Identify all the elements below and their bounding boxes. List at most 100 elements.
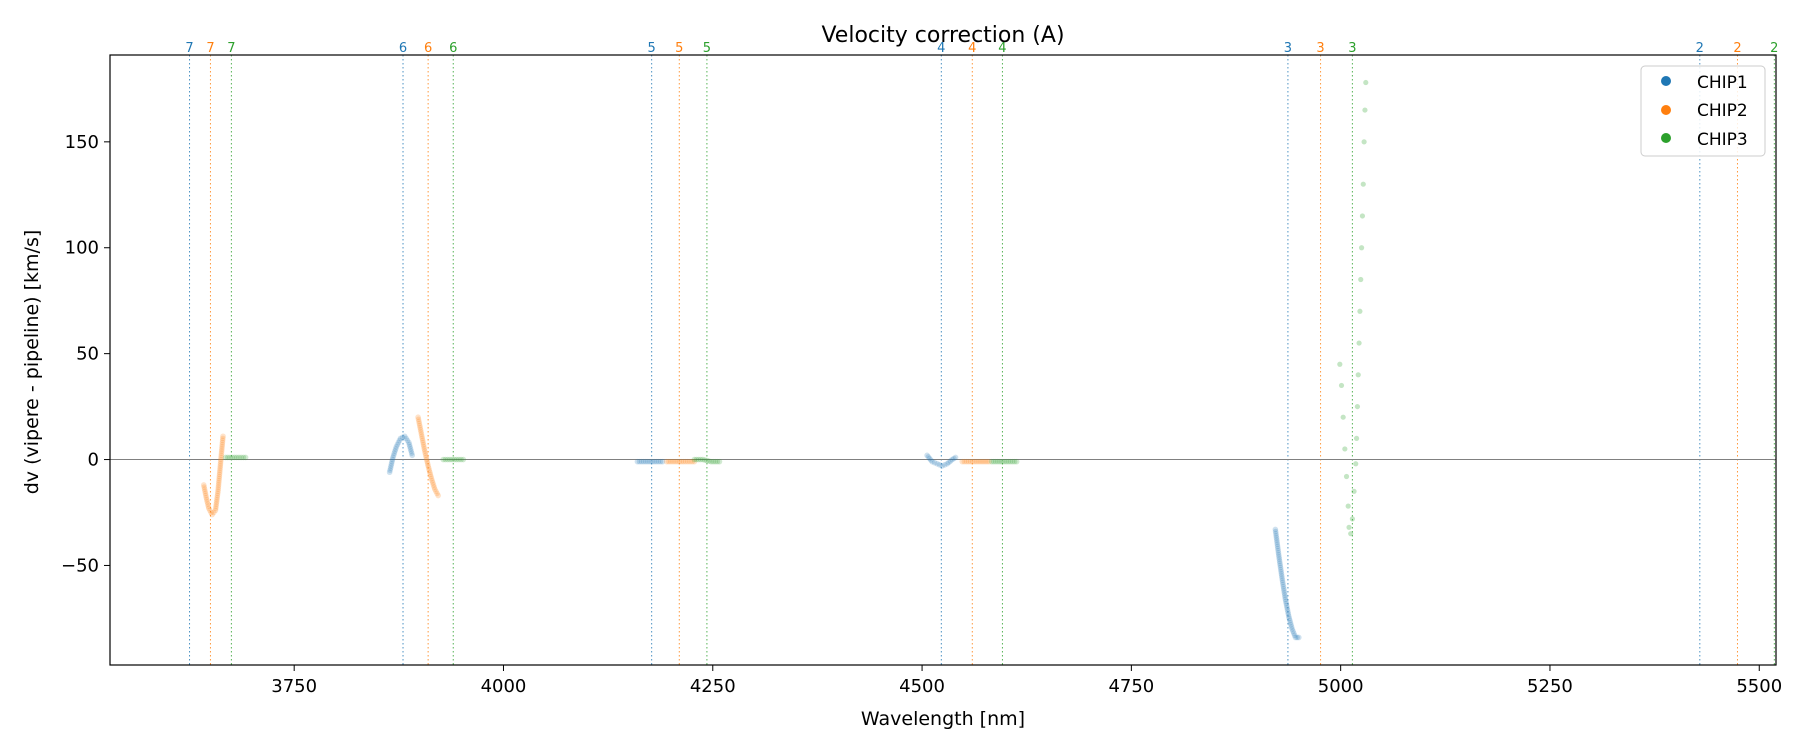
data-point	[963, 458, 970, 465]
data-point	[1278, 566, 1284, 573]
data-point	[392, 448, 398, 454]
data-point	[691, 456, 698, 463]
data-point	[687, 458, 693, 465]
data-point	[397, 435, 404, 442]
data-point	[1277, 560, 1283, 567]
data-point	[1275, 545, 1281, 552]
data-point	[407, 444, 413, 450]
data-point	[712, 458, 719, 465]
data-point	[947, 458, 954, 464]
data-point	[1346, 524, 1352, 530]
data-point	[980, 458, 986, 465]
data-point	[1358, 276, 1364, 283]
data-point	[202, 488, 208, 495]
data-point	[1353, 435, 1360, 441]
data-point	[417, 424, 423, 431]
data-point	[1337, 361, 1343, 367]
data-point	[1013, 458, 1020, 465]
chip2-segment	[200, 433, 226, 518]
data-point	[453, 456, 460, 463]
data-point	[1284, 605, 1290, 611]
data-point	[1294, 634, 1300, 641]
data-point	[431, 484, 437, 490]
data-point	[946, 459, 952, 466]
legend-item-chip3: CHIP3	[1661, 130, 1748, 150]
data-point	[1274, 541, 1281, 548]
x-tick-label: 4500	[899, 676, 945, 697]
data-point	[215, 488, 221, 495]
data-point	[214, 492, 221, 499]
data-point	[999, 458, 1005, 465]
data-point	[403, 435, 409, 442]
order-marker-label: 4	[968, 41, 976, 56]
data-point	[640, 458, 647, 465]
data-point	[202, 490, 209, 497]
data-point	[1363, 79, 1369, 86]
order-marker-label: 6	[399, 41, 407, 56]
data-point	[238, 454, 244, 461]
data-point	[442, 456, 449, 463]
chip3-segment	[1337, 79, 1369, 537]
data-point	[929, 458, 935, 465]
data-point	[1272, 526, 1279, 533]
data-point	[433, 488, 439, 495]
data-point	[201, 484, 207, 490]
data-point	[236, 454, 242, 461]
data-point	[408, 450, 415, 456]
data-point	[386, 469, 393, 476]
data-point	[676, 458, 683, 465]
data-point	[685, 458, 691, 465]
chart-title: Velocity correction (A)	[821, 23, 1064, 48]
order-marker-label: 5	[703, 41, 711, 56]
data-point	[1283, 600, 1290, 607]
data-point	[227, 454, 233, 461]
data-point	[931, 459, 938, 466]
data-point	[419, 433, 425, 440]
data-point	[1277, 562, 1284, 569]
data-point	[936, 462, 943, 468]
data-point	[1273, 532, 1279, 539]
data-point	[1277, 564, 1284, 571]
data-point	[1338, 382, 1345, 389]
data-point	[1348, 531, 1354, 537]
data-point	[1289, 626, 1295, 632]
data-point	[1280, 581, 1286, 588]
data-point	[1343, 473, 1350, 480]
data-point	[444, 456, 451, 463]
y-tick-label: 0	[88, 450, 99, 471]
data-point	[432, 486, 438, 493]
data-point	[1359, 213, 1366, 219]
data-point	[217, 458, 224, 465]
data-point	[1290, 628, 1296, 634]
data-point	[218, 450, 225, 456]
data-point	[1340, 414, 1346, 420]
data-point	[390, 452, 397, 459]
data-point	[1283, 598, 1289, 605]
x-tick-label: 3750	[271, 676, 317, 697]
data-point	[389, 456, 396, 463]
data-point	[217, 467, 223, 473]
data-point	[425, 463, 431, 469]
data-point	[988, 458, 995, 465]
y-tick-label: 150	[65, 132, 99, 153]
order-marker-label: 2	[1770, 41, 1778, 56]
data-point	[213, 501, 220, 507]
data-point	[1275, 552, 1282, 558]
data-point	[219, 444, 225, 450]
data-point	[951, 455, 957, 462]
data-point	[659, 458, 666, 465]
data-point	[218, 456, 224, 463]
data-point	[416, 420, 423, 427]
data-point	[967, 458, 974, 465]
data-point	[220, 433, 226, 440]
data-point	[1282, 594, 1288, 601]
x-tick-label: 4750	[1108, 676, 1154, 697]
data-point	[440, 456, 447, 463]
data-point	[429, 477, 435, 484]
legend-item-chip1: CHIP1	[1661, 73, 1748, 93]
data-point	[214, 494, 220, 501]
data-point	[1345, 503, 1351, 509]
data-point	[224, 454, 231, 461]
data-point	[1292, 634, 1299, 641]
data-point	[423, 456, 430, 463]
